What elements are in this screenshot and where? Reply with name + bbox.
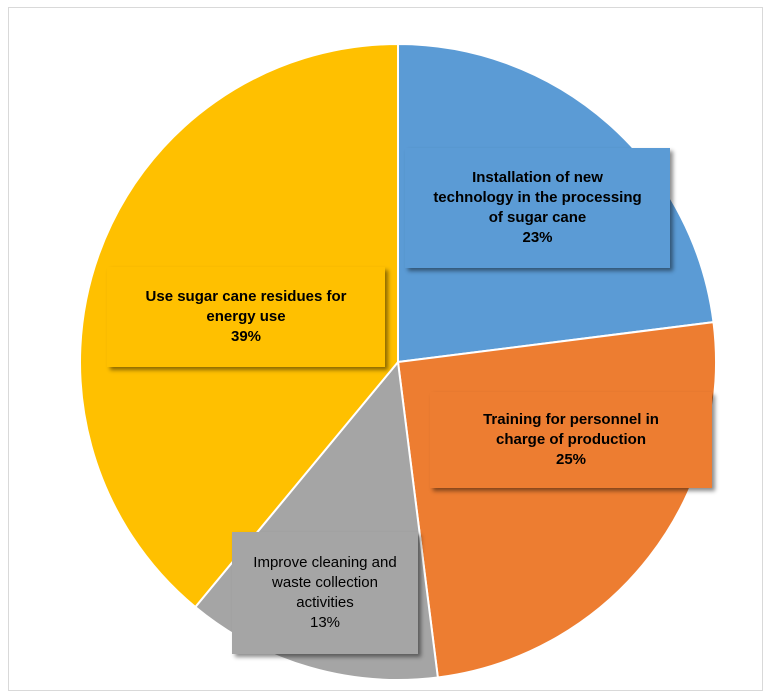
- slice-percent-label: 39%: [230, 328, 262, 345]
- slice-label-line: Training for personnel in: [483, 411, 659, 428]
- slice-label-line: activities: [296, 594, 354, 611]
- slice-label-4: Use sugar cane residues for energy use 39%: [107, 267, 385, 367]
- slice-label-line: waste collection: [272, 574, 378, 591]
- slice-label-line: charge of production: [496, 431, 646, 448]
- slice-label-line: technology in the processing: [433, 189, 642, 206]
- slice-percent-label: 25%: [555, 451, 587, 468]
- slice-label-line: energy use: [206, 308, 286, 325]
- pie-slice-2: [396, 321, 717, 679]
- slice-label-3: Improve cleaning and waste collection acti…: [232, 532, 418, 654]
- slice-label-line: Improve cleaning and: [253, 554, 397, 571]
- slice-label-line: Use sugar cane residues for: [145, 288, 347, 305]
- slice-label-1: Installation of new technology in the pro…: [405, 148, 670, 268]
- slice-label-2: Training for personnel in charge of produ…: [430, 392, 712, 488]
- slice-percent-label: 23%: [522, 229, 553, 246]
- slice-label-line: of sugar cane: [488, 209, 587, 226]
- slice-label-line: Installation of new: [472, 169, 603, 186]
- slice-percent-label: 13%: [309, 614, 341, 631]
